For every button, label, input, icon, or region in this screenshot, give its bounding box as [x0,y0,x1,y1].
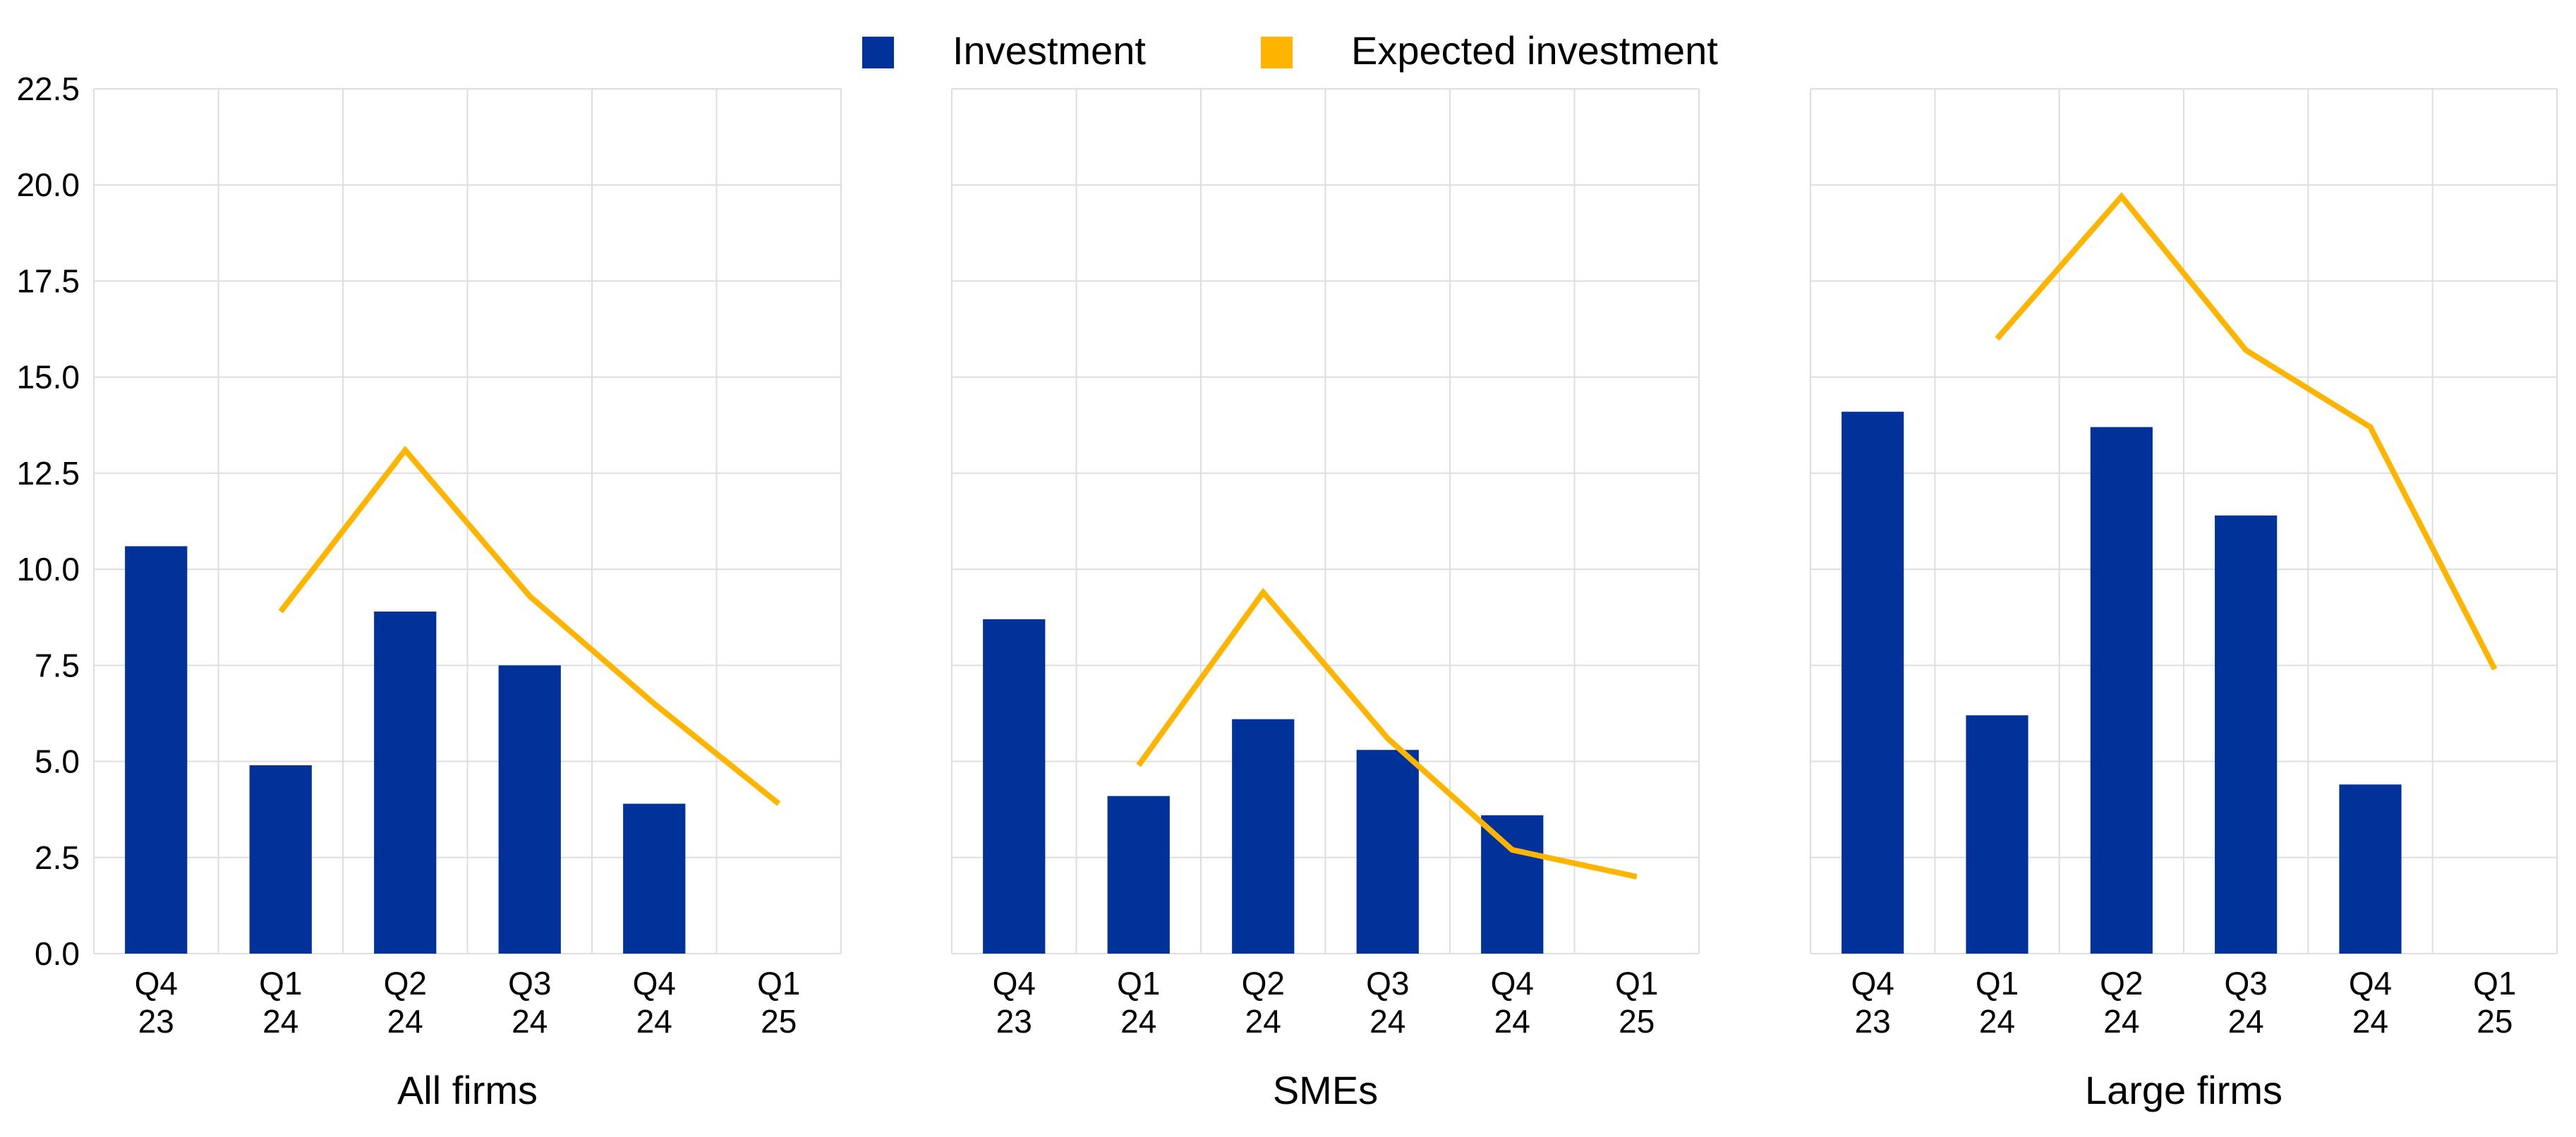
bar-investment [1842,411,1904,954]
bar-investment [1232,719,1295,954]
y-tick-label: 2.5 [35,839,80,876]
chart-panels: 0.0 2.5 5.0 7.5 10.0 12.5 15.0 17.5 20.0 22.5 Q4 23… [16,71,2558,1112]
legend-label-investment: Investment [953,28,1146,73]
x-tick-label: Q4 24 [633,965,676,1040]
chart-panel-3: Q4 23 Q1 24 Q2 24 Q3 24 Q4 24 Q1 25 Large firms [1810,88,2558,1112]
y-tick-label: 15.0 [16,359,80,396]
bar-investment [1966,715,2028,954]
y-tick-label: 12.5 [16,455,80,492]
x-tick-label: Q2 24 [1242,965,1285,1040]
y-tick-label: 10.0 [16,551,80,588]
panel-title: SMEs [1273,1068,1378,1112]
chart-panel-1: 0.0 2.5 5.0 7.5 10.0 12.5 15.0 17.5 20.0 22.5 Q4 23… [16,71,842,1112]
legend-swatch-investment [862,37,894,68]
y-tick-label: 17.5 [16,262,80,299]
bar-investment [2215,515,2278,954]
x-tick-label: Q3 24 [2224,965,2267,1040]
bar-investment [1107,796,1170,954]
chart-legend: Investment Expected investment [862,28,1718,73]
x-tick-label: Q3 24 [508,965,551,1040]
y-tick-label: 20.0 [16,166,80,203]
line-expected-investment [1136,588,1638,880]
x-tick-label: Q1 25 [2473,965,2516,1040]
y-tick-label: 22.5 [16,71,80,107]
bar-investment [374,612,437,954]
panel-title: All firms [397,1068,538,1112]
x-tick-label: Q1 25 [757,965,800,1040]
line-expected-investment [278,445,781,806]
bar-investment [249,765,312,954]
chart-panel-2: Q4 23 Q1 24 Q2 24 Q3 24 Q4 24 Q1 25 SMEs [951,88,1700,1112]
x-tick-label: Q2 24 [2100,965,2143,1040]
bar-investment [983,619,1046,954]
x-tick-label: Q1 24 [1976,965,2019,1040]
bar-investment [2339,784,2402,954]
legend-label-expected-investment: Expected investment [1351,28,1718,73]
bar-investment [2090,427,2153,954]
x-tick-label: Q1 25 [1615,965,1658,1040]
x-tick-label: Q4 23 [135,965,178,1040]
bar-investment [498,665,561,954]
y-tick-label: 0.0 [35,935,80,972]
x-tick-label: Q4 23 [993,965,1036,1040]
bar-investment [1356,750,1419,954]
y-tick-label: 7.5 [35,647,80,683]
x-tick-label: Q1 24 [259,965,302,1040]
x-tick-label: Q2 24 [384,965,427,1040]
y-tick-label: 5.0 [35,743,80,780]
bar-investment [1481,815,1544,954]
line-expected-investment [1995,192,2498,671]
bar-investment [623,803,686,954]
x-tick-label: Q4 24 [1491,965,1534,1040]
legend-swatch-expected-investment [1261,37,1293,68]
x-tick-label: Q3 24 [1366,965,1409,1040]
bar-investment [125,546,188,954]
x-tick-label: Q1 24 [1117,965,1160,1040]
panel-title: Large firms [2085,1068,2282,1112]
x-tick-label: Q4 24 [2349,965,2392,1040]
x-tick-label: Q4 23 [1851,965,1894,1040]
